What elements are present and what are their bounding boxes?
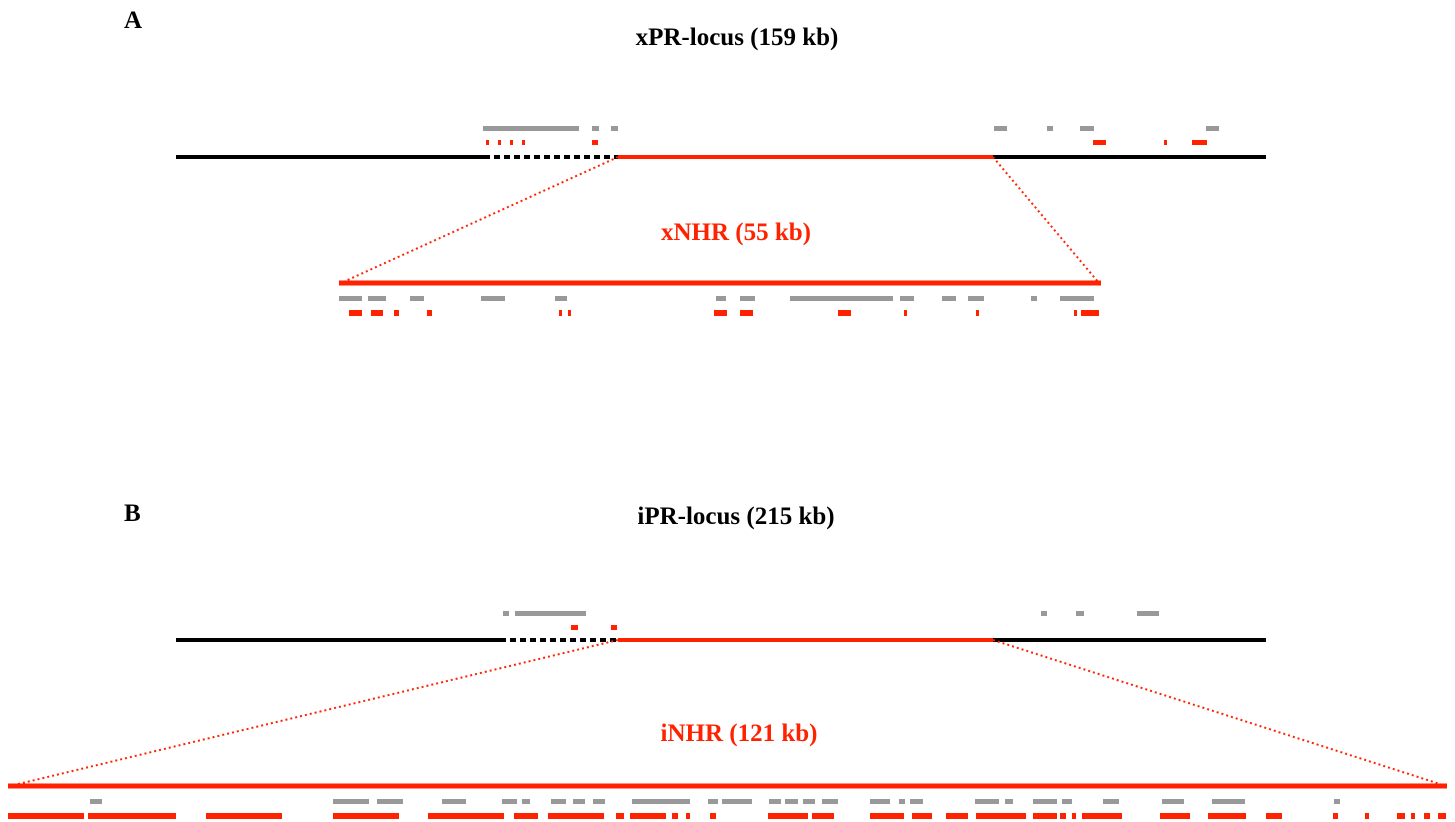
panel-b: B iPR-locus (215 kb) iNHR (121 kb): [8, 500, 1447, 819]
panel-b-locus-title: iPR-locus (215 kb): [637, 503, 834, 530]
xnhr-red-features: [349, 310, 1099, 316]
xnhr-zoom-line-left: [340, 156, 619, 284]
panel-a-letter: A: [124, 7, 142, 34]
panel-b-nhr-title: iNHR (121 kb): [661, 720, 818, 747]
inhr-zoom-line-left: [9, 639, 619, 787]
ipr-locus-grey-features: [503, 611, 1159, 616]
ipr-locus-red-features: [571, 625, 617, 630]
panel-a: A xPR-locus (159 kb): [124, 7, 1266, 316]
inhr-grey-features: [90, 799, 1340, 804]
inhr-red-features: [8, 813, 1446, 819]
inhr-zoom-line-right: [992, 639, 1447, 787]
panel-a-nhr-title: xNHR (55 kb): [661, 219, 811, 246]
xnhr-grey-features: [339, 296, 1094, 301]
panel-a-locus-title: xPR-locus (159 kb): [636, 24, 839, 51]
panel-b-letter: B: [124, 500, 141, 527]
xnhr-zoom-line-right: [992, 156, 1100, 284]
xpr-locus-red-features: [486, 140, 1207, 145]
xpr-locus-grey-features: [483, 126, 1219, 131]
